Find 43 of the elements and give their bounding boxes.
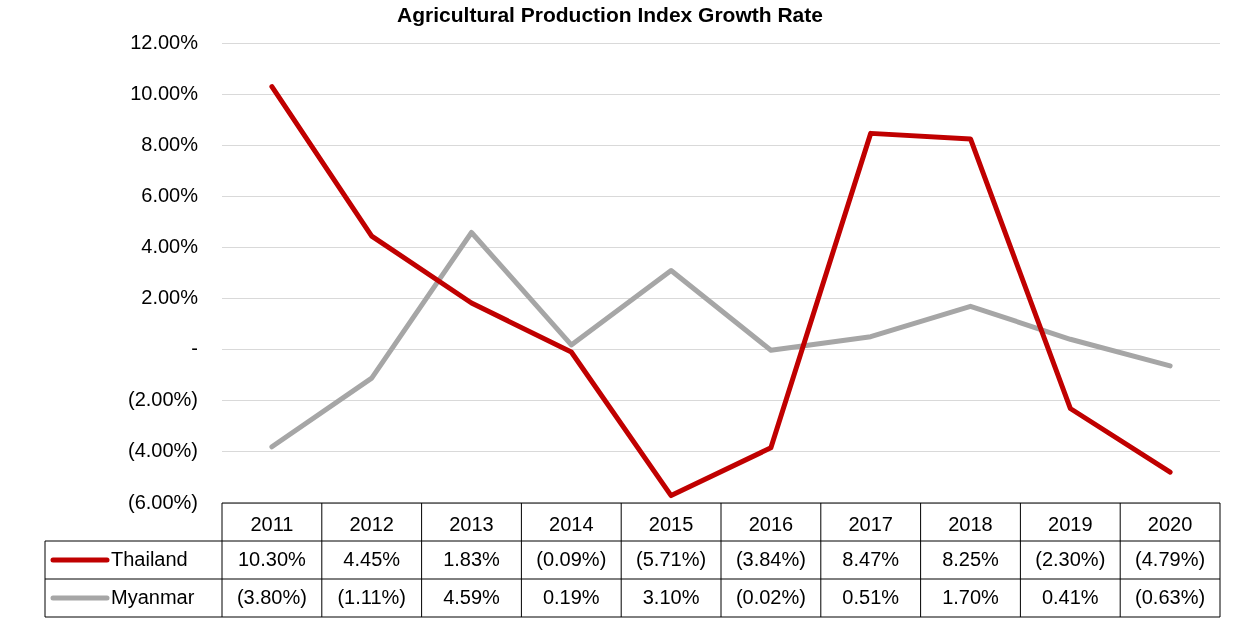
data-label: 4.45% (343, 547, 401, 570)
data-label: (5.71%) (636, 547, 707, 570)
y-tick-label: 10.00% (130, 81, 199, 104)
x-tick-label: 2019 (1048, 512, 1093, 535)
data-label: (0.02%) (735, 585, 806, 608)
y-tick-label: 12.00% (130, 30, 199, 53)
y-tick-label: 8.00% (141, 132, 199, 155)
legend-label: Thailand (111, 547, 188, 570)
data-label: 0.19% (542, 585, 600, 608)
y-tick-label: (2.00%) (127, 388, 198, 411)
x-tick-label: 2013 (449, 512, 494, 535)
data-label: 0.41% (1041, 585, 1099, 608)
data-label: 0.51% (842, 585, 900, 608)
y-tick-label: - (191, 337, 198, 360)
data-label: 3.10% (642, 585, 700, 608)
data-label: (2.30%) (1035, 547, 1106, 570)
chart-title: Agricultural Production Index Growth Rate (397, 3, 823, 27)
x-tick-label: 2018 (948, 512, 993, 535)
y-tick-label: (4.00%) (127, 439, 198, 462)
data-label: (3.80%) (236, 585, 307, 608)
y-tick-label: 6.00% (141, 183, 199, 206)
data-label: 8.47% (842, 547, 900, 570)
x-tick-label: 2017 (848, 512, 893, 535)
data-label: (3.84%) (735, 547, 806, 570)
data-label: (0.09%) (536, 547, 607, 570)
legend-label: Myanmar (111, 585, 195, 608)
y-tick-label: 4.00% (141, 235, 199, 258)
x-tick-label: 2014 (549, 512, 594, 535)
x-tick-label: 2011 (250, 512, 294, 535)
x-tick-label: 2015 (648, 512, 694, 535)
data-label: (1.11%) (337, 585, 406, 608)
data-label: 1.70% (942, 585, 1000, 608)
data-label: 8.25% (942, 547, 1000, 570)
data-label: 4.59% (443, 585, 501, 608)
y-tick-label: (6.00%) (127, 490, 198, 513)
x-tick-label: 2020 (1147, 512, 1193, 535)
data-label: (4.79%) (1135, 547, 1206, 570)
data-label: 10.30% (237, 547, 307, 570)
y-tick-label: 2.00% (141, 286, 199, 309)
x-tick-label: 2016 (748, 512, 794, 535)
data-label: (0.63%) (1135, 585, 1206, 608)
data-label: 1.83% (443, 547, 501, 570)
x-tick-label: 2012 (349, 512, 394, 535)
